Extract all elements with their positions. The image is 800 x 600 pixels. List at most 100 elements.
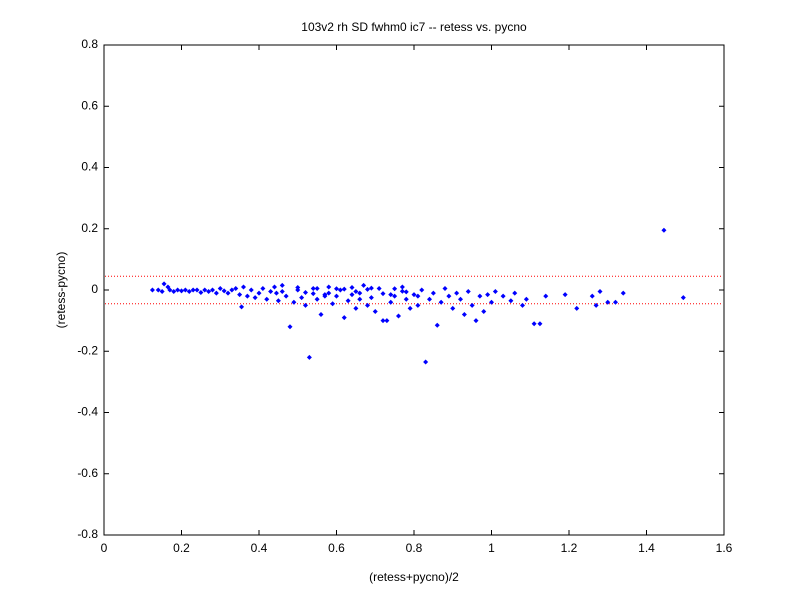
data-point [326, 284, 332, 290]
x-tick-label: 0.8 [406, 541, 423, 555]
data-point [318, 312, 324, 317]
y-axis-label: (retess-pycno) [54, 252, 68, 329]
data-point [179, 288, 184, 294]
data-point [361, 282, 367, 288]
data-point [341, 315, 347, 321]
data-point [520, 302, 525, 308]
data-point [450, 305, 456, 311]
data-point [543, 293, 549, 299]
data-point [268, 289, 274, 295]
data-point [384, 318, 390, 324]
data-point [388, 299, 394, 305]
data-point [365, 302, 370, 308]
y-tick-label: -0.4 [77, 405, 98, 419]
y-tick-label: 0.8 [81, 37, 98, 51]
data-point [485, 292, 491, 298]
data-point [574, 305, 580, 311]
data-point [380, 291, 386, 297]
data-point [264, 296, 270, 302]
y-tick-label: 0.2 [81, 221, 98, 235]
x-tick-label: 0.4 [251, 541, 268, 555]
x-tick-label: 0.2 [173, 541, 190, 555]
chart-title: 103v2 rh SD fwhm0 ic7 -- retess vs. pycn… [301, 20, 527, 34]
x-tick-label: 0.6 [328, 541, 345, 555]
data-point [206, 289, 212, 295]
data-point [229, 287, 235, 293]
data-point [330, 301, 336, 307]
data-point [345, 298, 351, 304]
data-point [349, 292, 355, 298]
data-point [613, 299, 618, 305]
data-point [562, 292, 568, 298]
data-point [194, 287, 200, 293]
data-point [399, 288, 405, 294]
plot-frame [103, 44, 725, 536]
data-point [605, 299, 611, 305]
data-point [241, 284, 246, 290]
data-point [273, 290, 279, 296]
data-point [149, 287, 155, 293]
data-point [407, 305, 413, 311]
data-point [388, 292, 394, 298]
data-point [221, 288, 227, 294]
data-point [403, 296, 409, 302]
data-point [446, 293, 452, 299]
data-point [337, 287, 343, 293]
data-point [159, 289, 165, 295]
x-axis-label: (retess+pycno)/2 [369, 570, 459, 584]
data-point [248, 287, 254, 293]
data-point [175, 287, 181, 293]
data-point [314, 296, 320, 302]
data-point [423, 359, 429, 365]
data-point [508, 298, 514, 304]
data-point [489, 299, 494, 305]
y-tick-label: -0.6 [77, 466, 98, 480]
data-point [186, 289, 192, 295]
data-point [593, 302, 599, 308]
data-point [376, 285, 382, 291]
data-point [283, 293, 289, 299]
data-point [438, 299, 444, 305]
data-point [239, 304, 245, 310]
data-point [303, 302, 308, 308]
data-point [523, 296, 529, 302]
data-point [334, 293, 339, 299]
data-point [469, 302, 475, 308]
data-point [399, 284, 405, 290]
data-point [341, 286, 347, 292]
data-point [597, 289, 603, 295]
data-point [465, 289, 471, 295]
data-point [349, 285, 355, 291]
data-point [303, 289, 308, 295]
data-point [310, 291, 316, 297]
data-point [481, 308, 487, 314]
data-point [314, 285, 320, 291]
data-point [500, 293, 506, 299]
y-tick-label: 0 [91, 282, 98, 296]
x-tick-label: 1.2 [561, 541, 578, 555]
data-point [182, 287, 188, 293]
data-point [411, 292, 417, 298]
x-tick-label: 1.6 [716, 541, 733, 555]
data-point [512, 290, 518, 296]
y-tick-label: 0.4 [81, 160, 98, 174]
y-tick-label: 0.6 [81, 98, 98, 112]
data-point [272, 284, 277, 290]
data-point [430, 290, 436, 296]
data-point [380, 318, 386, 324]
data-point [260, 285, 266, 291]
data-point [233, 285, 239, 291]
data-point [155, 287, 161, 293]
data-point [396, 313, 401, 319]
data-point [171, 289, 177, 295]
data-point [287, 324, 293, 330]
data-point [353, 305, 359, 311]
data-point [434, 322, 440, 328]
data-point [161, 281, 167, 287]
data-point [275, 298, 281, 304]
data-point [244, 293, 250, 299]
data-point [299, 295, 305, 301]
x-tick-label: 0 [101, 541, 108, 555]
